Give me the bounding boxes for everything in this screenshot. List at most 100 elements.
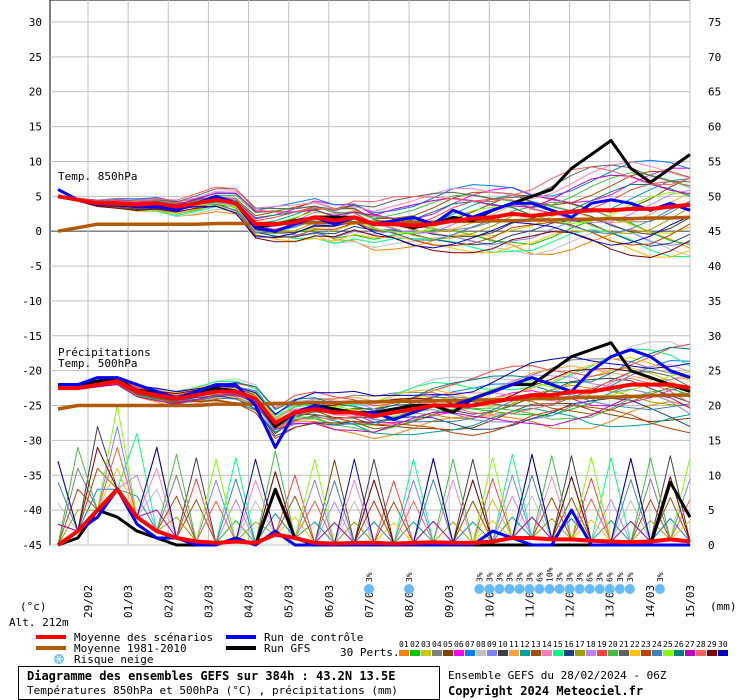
- member-22-t850: [57, 195, 691, 258]
- right-tick-label: 0: [708, 539, 715, 552]
- left-tick-label: 5: [35, 190, 42, 203]
- copyright: Copyright 2024 Meteociel.fr: [448, 684, 644, 698]
- x-tick-label: 06/03: [323, 585, 336, 618]
- member-id: 30: [718, 640, 728, 649]
- member-id: 01: [399, 640, 409, 649]
- snow-risk-pct: 3%: [656, 572, 665, 582]
- chart-title: Diagramme des ensembles GEFS sur 384h : …: [27, 669, 396, 683]
- member-id: 26: [674, 640, 684, 649]
- moyenne-1981-2010-t500: [57, 393, 690, 411]
- legend-clim-label: Moyenne 1981-2010: [74, 642, 187, 655]
- member-swatch: [586, 650, 596, 656]
- member-swatch: [410, 650, 420, 656]
- member-swatch: [421, 650, 431, 656]
- member-swatch: [630, 650, 640, 656]
- member-swatch: [663, 650, 673, 656]
- snow-risk-pct: 6%: [536, 572, 545, 582]
- snowflake-icon: [534, 584, 545, 594]
- member-legend: 01 02 03 04 05 06 07 08 09 10 11 12 13 14 15 16 17 18 19 20…: [399, 640, 728, 656]
- snow-risk-pct: 10%: [546, 567, 555, 582]
- member-id: 23: [641, 640, 651, 649]
- snow-risk-pct: 3%: [616, 572, 625, 582]
- x-tick-label: 05/03: [283, 585, 296, 618]
- member-swatch: [608, 650, 618, 656]
- right-tick-label: 10: [708, 469, 721, 482]
- left-tick-label: 10: [29, 155, 42, 168]
- left-tick-label: 30: [29, 16, 42, 29]
- member-id: 16: [564, 640, 574, 649]
- member-29-t850: [57, 195, 691, 258]
- legend-mean-label: Moyenne des scénarios: [74, 631, 213, 644]
- right-tick-label: 65: [708, 86, 721, 99]
- right-tick-label: 30: [708, 330, 721, 343]
- snow-risk-pct: 3%: [556, 572, 565, 582]
- run-de-contr-le-precip: [57, 487, 690, 547]
- member-id: 14: [542, 640, 552, 649]
- snowflake-icon: [484, 584, 495, 594]
- chart-grid: [49, 0, 691, 546]
- member-swatch: [564, 650, 574, 656]
- left-tick-label: 15: [29, 121, 42, 134]
- title-box: Diagramme des ensembles GEFS sur 384h : …: [18, 666, 440, 700]
- snow-risk-pct: 6%: [606, 572, 615, 582]
- member-swatch: [476, 650, 486, 656]
- snow-risk-pct: 3%: [566, 572, 575, 582]
- snow-risk-pct: 3%: [365, 572, 374, 582]
- member-id: 19: [597, 640, 607, 649]
- member-swatch: [399, 650, 409, 656]
- x-tick-label: 02/03: [162, 585, 175, 618]
- x-tick-label: 14/03: [644, 585, 657, 618]
- legend-control-label: Run de contrôle: [264, 631, 363, 644]
- snow-risk-pct: 3%: [405, 572, 414, 582]
- member-id: 29: [707, 640, 717, 649]
- left-tick-label: -5: [29, 260, 42, 273]
- legend-snow-label: Risque neige: [74, 653, 153, 666]
- member-swatch: [454, 650, 464, 656]
- member-id: 18: [586, 640, 596, 649]
- member-id: 13: [531, 640, 541, 649]
- member-id: 24: [652, 640, 662, 649]
- legend-gfs-label: Run GFS: [264, 642, 310, 655]
- member-swatch: [432, 650, 442, 656]
- member-13-t500: [57, 381, 691, 430]
- left-unit: (°c): [20, 600, 47, 613]
- right-tick-label: 25: [708, 365, 721, 378]
- member-id: 04: [432, 640, 442, 649]
- member-27-t500: [57, 384, 691, 433]
- snow-risk-pct: 6%: [586, 572, 595, 582]
- member-id: 21: [619, 640, 629, 649]
- snowflake-icon: [564, 584, 575, 594]
- chart-subtitle: Températures 850hPa et 500hPa (°C) , pré…: [27, 684, 398, 697]
- member-swatch: [520, 650, 530, 656]
- left-tick-label: 25: [29, 51, 42, 64]
- altitude-label: Alt. 212m: [9, 616, 69, 629]
- snowflake-icon: [504, 584, 515, 594]
- snow-risk-pct: 3%: [525, 572, 534, 582]
- right-tick-label: 55: [708, 155, 721, 168]
- left-tick-label: -15: [22, 330, 42, 343]
- member-id: 12: [520, 640, 530, 649]
- member-swatch: [685, 650, 695, 656]
- member-id: 17: [575, 640, 585, 649]
- snowflake-icon: [363, 584, 374, 594]
- snowflake-icon: [494, 584, 505, 594]
- right-tick-label: 60: [708, 121, 721, 134]
- x-tick-label: 29/02: [82, 585, 95, 618]
- left-tick-label: -20: [22, 365, 42, 378]
- run-label: Ensemble GEFS du 28/02/2024 - 06Z: [448, 669, 667, 682]
- left-tick-label: -10: [22, 295, 42, 308]
- label-temp850: Temp. 850hPa: [58, 170, 137, 183]
- info-panel: Diagramme des ensembles GEFS sur 384h : …: [0, 666, 740, 700]
- member-id: 15: [553, 640, 563, 649]
- snow-risk-pct: 3%: [505, 572, 514, 582]
- snowflake-icon: [604, 584, 615, 594]
- x-tick-label: 01/03: [122, 585, 135, 618]
- member-swatch: [465, 650, 475, 656]
- member-swatch: [707, 650, 717, 656]
- snowflake-icon: [584, 584, 595, 594]
- x-tick-label: 04/03: [243, 585, 256, 618]
- member-id: 05: [443, 640, 453, 649]
- snowflake-icon: [554, 584, 565, 594]
